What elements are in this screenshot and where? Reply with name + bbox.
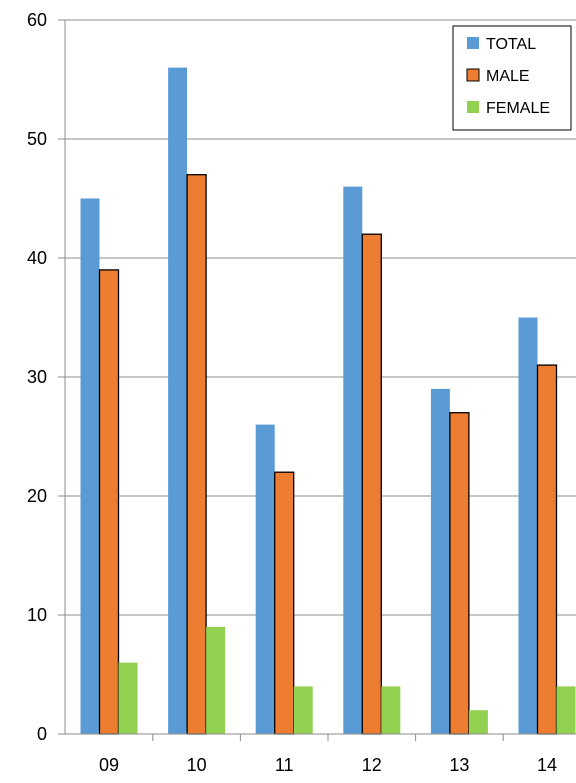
y-tick-label-60: 60 — [27, 10, 47, 30]
legend-label-total: TOTAL — [486, 36, 536, 53]
bar-male-14 — [536, 364, 558, 735]
bar-female-09 — [118, 662, 138, 734]
legend-label-female: FEMALE — [486, 100, 550, 117]
y-tick-label-40: 40 — [27, 248, 47, 268]
y-tick-label-50: 50 — [27, 129, 47, 149]
bar-total-10 — [168, 67, 188, 735]
bar-male-13 — [449, 412, 470, 735]
bars — [80, 67, 576, 735]
bar-total-13 — [430, 388, 450, 734]
x-tick-label-14: 14 — [537, 755, 557, 775]
x-tick-label-13: 13 — [449, 755, 469, 775]
gridlines — [65, 19, 576, 616]
bar-male-11 — [274, 471, 295, 735]
legend-label-male: MALE — [486, 68, 530, 85]
legend: TOTAL MALE FEMALE — [452, 25, 572, 131]
bar-total-11 — [255, 424, 275, 734]
x-tick-label-09: 09 — [99, 755, 119, 775]
bar-total-14 — [518, 317, 538, 734]
legend-swatch-female — [467, 101, 479, 113]
bar-male-09 — [98, 269, 120, 735]
legend-swatch-total — [467, 37, 479, 49]
x-tick-label-12: 12 — [362, 755, 382, 775]
legend-swatch-male — [466, 68, 480, 82]
bar-female-14 — [556, 686, 576, 734]
bar-male-10 — [186, 174, 207, 735]
y-tick-label-10: 10 — [27, 605, 47, 625]
bar-female-13 — [468, 710, 488, 734]
bar-female-11 — [293, 686, 313, 734]
bar-total-09 — [80, 198, 100, 734]
y-tick-label-20: 20 — [27, 486, 47, 506]
x-tick-label-11: 11 — [275, 755, 294, 775]
bar-male-12 — [361, 233, 382, 735]
bar-female-12 — [381, 686, 401, 734]
axes: 0 10 20 30 40 50 60 09 10 11 12 13 14 — [27, 10, 576, 775]
y-tick-label-0: 0 — [37, 724, 47, 744]
y-tick-label-30: 30 — [27, 367, 47, 387]
bar-female-10 — [206, 626, 226, 734]
bar-total-12 — [343, 186, 363, 735]
x-tick-label-10: 10 — [187, 755, 207, 775]
